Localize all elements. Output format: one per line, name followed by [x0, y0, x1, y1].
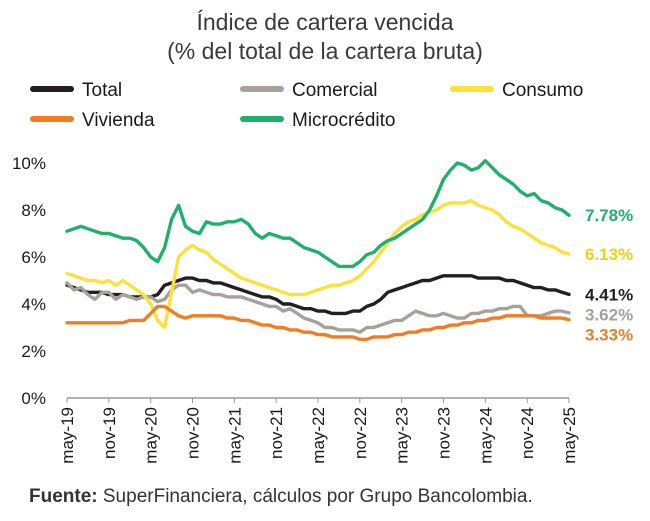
series-line-microcrdito: [65, 158, 571, 269]
x-tick-label: nov-21: [267, 407, 286, 459]
end-value-label: 3.62%: [585, 305, 633, 324]
source-text: SuperFinanciera, cálculos por Grupo Banc…: [97, 486, 533, 507]
x-tick-label: may-25: [560, 407, 579, 464]
source-label: Fuente:: [29, 486, 98, 507]
chart-title: Índice de cartera vencida (% del total d…: [0, 8, 650, 66]
legend-label-total: Total: [82, 80, 123, 101]
legend-swatch-microcredito: [240, 115, 284, 122]
y-tick-label: 0%: [21, 389, 46, 408]
end-value-label: 7.78%: [585, 206, 633, 225]
x-tick-label: nov-23: [435, 407, 454, 459]
source-note: Fuente: SuperFinanciera, cálculos por Gr…: [29, 486, 533, 508]
y-tick-label: 8%: [21, 201, 46, 220]
x-tick-label: may-19: [58, 407, 77, 464]
legend-label-microcredito: Microcrédito: [292, 110, 396, 131]
legend-swatch-comercial: [240, 85, 284, 92]
series-line-consumo: [65, 198, 571, 330]
legend-item-comercial: Comercial: [240, 80, 378, 102]
y-tick-label: 4%: [21, 295, 46, 314]
legend-item-total: Total: [30, 80, 122, 102]
x-tick-label: may-23: [393, 407, 412, 464]
x-tick-label: nov-22: [351, 407, 370, 459]
y-tick-label: 2%: [21, 342, 46, 361]
series-line-vivienda: [65, 304, 571, 341]
legend-swatch-total: [30, 85, 74, 92]
x-tick-label: may-21: [225, 407, 244, 464]
legend-label-vivienda: Vivienda: [82, 110, 155, 131]
end-value-label: 6.13%: [585, 245, 633, 264]
x-tick-label: may-22: [309, 407, 328, 464]
x-tick-label: nov-24: [518, 407, 537, 459]
legend-label-consumo: Consumo: [502, 80, 584, 101]
x-tick-label: nov-20: [184, 407, 203, 459]
y-tick-label: 6%: [21, 248, 46, 267]
chart-title-line: Índice de cartera vencida: [196, 9, 454, 35]
x-tick-label: may-20: [142, 407, 161, 464]
y-tick-label: 10%: [12, 154, 46, 173]
legend-item-microcredito: Microcrédito: [240, 110, 395, 132]
legend-item-vivienda: Vivienda: [30, 110, 155, 132]
series-line-comercial: [65, 281, 571, 334]
x-tick-label: nov-19: [100, 407, 119, 459]
legend-swatch-consumo: [450, 85, 494, 92]
x-tick-label: may-24: [476, 407, 495, 464]
end-value-label: 3.33%: [585, 325, 633, 344]
chart-subtitle: (% del total de la cartera bruta): [167, 38, 483, 64]
legend-label-comercial: Comercial: [292, 80, 378, 101]
end-value-label: 4.41%: [585, 285, 633, 304]
legend-swatch-vivienda: [30, 115, 74, 122]
legend-item-consumo: Consumo: [450, 80, 583, 102]
